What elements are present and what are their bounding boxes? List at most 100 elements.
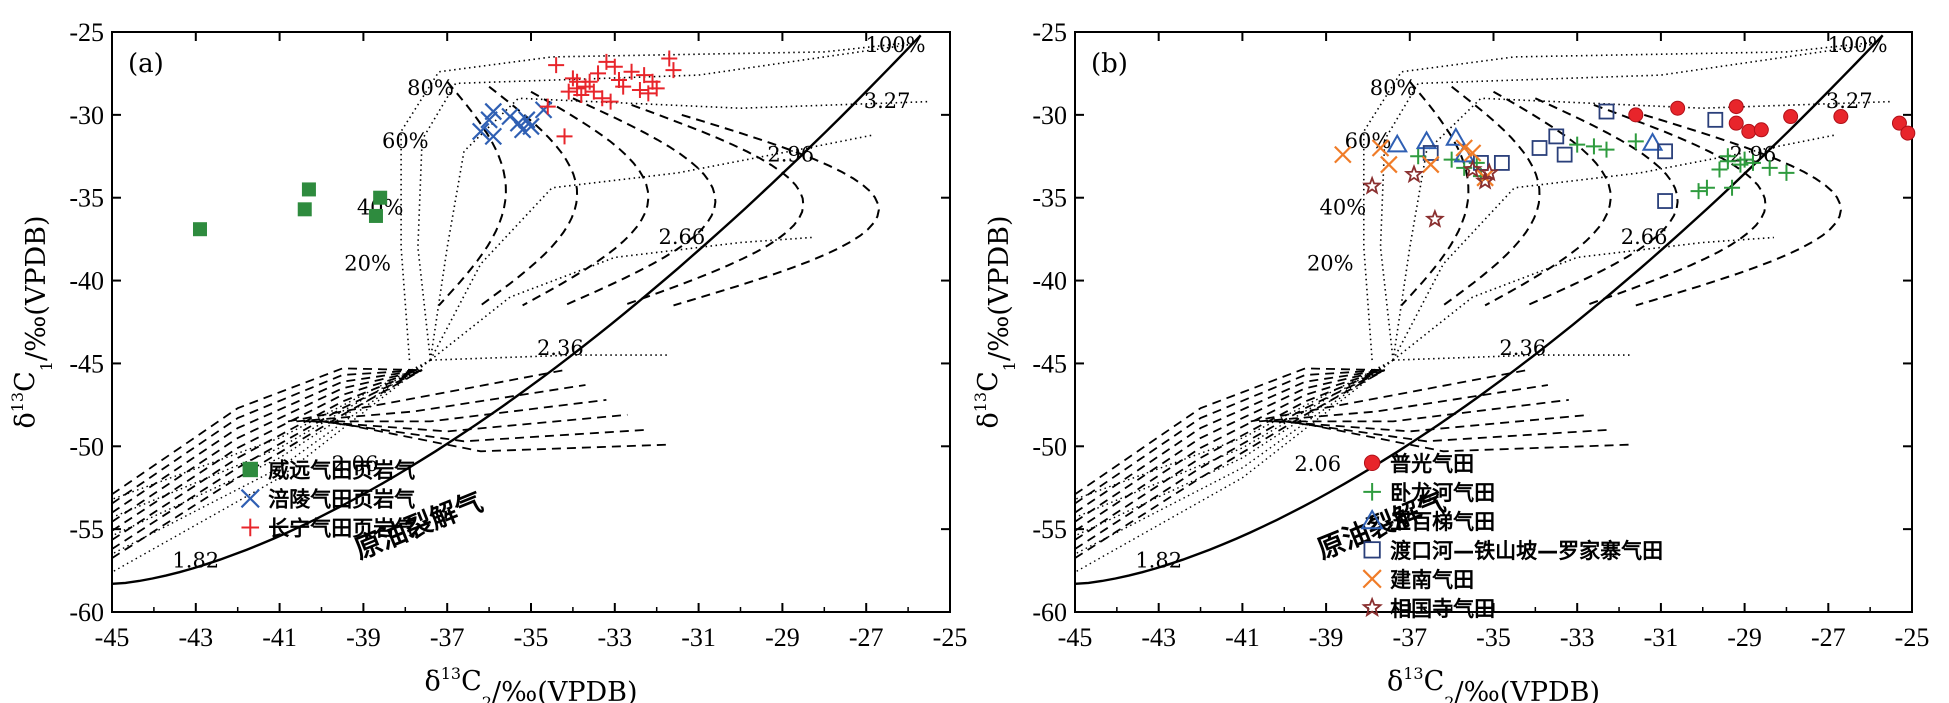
marker-plus <box>585 83 602 100</box>
y-tick-label: -40 <box>69 267 104 296</box>
maturity-curve <box>622 103 805 307</box>
curve-label: 2.66 <box>1621 225 1668 249</box>
legend-marker <box>1362 569 1382 589</box>
maturity-curve <box>287 369 565 423</box>
legend-marker <box>240 488 260 509</box>
curve-label: 2.36 <box>537 336 584 360</box>
x-tick-label: -39 <box>1309 623 1344 652</box>
maturity-curve <box>296 384 586 423</box>
marker-plus <box>648 80 665 97</box>
y-axis-label-part: 13 <box>971 392 990 412</box>
x-tick-label: -29 <box>765 623 800 652</box>
marker-plus <box>560 83 577 100</box>
marker-plus <box>556 128 573 145</box>
envelope-line <box>400 41 917 361</box>
marker-plus <box>548 57 565 74</box>
marker-opensquare <box>1493 155 1510 171</box>
x-axis-label-part: 2 <box>482 693 492 703</box>
marker-x <box>1371 139 1390 157</box>
legend-label: 五百梯气田 <box>1390 510 1495 534</box>
maturity-curve <box>329 420 670 453</box>
maturity-curve <box>522 90 650 307</box>
ratio-line <box>1074 359 1394 519</box>
maturity-curve <box>1074 369 1385 532</box>
maturity-curve <box>1284 420 1611 443</box>
maturity-curve <box>1400 81 1470 307</box>
y-tick-label: -30 <box>69 101 104 130</box>
y-tick-label: -45 <box>1032 349 1067 378</box>
series-triangle <box>1386 127 1664 163</box>
x-tick-label: -43 <box>1141 623 1176 652</box>
marker-square <box>297 202 312 217</box>
marker-star <box>1462 158 1483 179</box>
legend-marker <box>1360 508 1384 530</box>
marker-plus <box>1585 138 1602 155</box>
x-axis-label: δ13C2/‰(VPDB) <box>424 664 637 703</box>
x-tick-label: -41 <box>262 623 297 652</box>
x-tick-label: -39 <box>346 623 381 652</box>
marker-square <box>301 182 316 197</box>
marker-plus <box>615 78 632 95</box>
marker-x <box>1380 155 1398 174</box>
x-tick-label: -37 <box>1392 623 1427 652</box>
marker-plus <box>1627 133 1644 150</box>
maturity-curve <box>304 399 607 423</box>
maturity-curve <box>321 420 649 443</box>
maturity-curve <box>313 413 628 433</box>
legend-marker <box>241 518 260 537</box>
marker-opensquare <box>1556 146 1573 163</box>
legend-label: 渡口河—铁山坡—罗家寨气田 <box>1390 539 1663 563</box>
maturity-curve <box>1074 369 1385 523</box>
boundary-curve <box>1074 34 1884 585</box>
y-tick-label: -35 <box>69 184 104 213</box>
x-tick-label: -27 <box>849 623 884 652</box>
panel-label: (b) <box>1091 49 1128 79</box>
marker-x <box>1455 139 1473 157</box>
marker-plus <box>1719 153 1736 170</box>
marker-plus <box>665 62 682 79</box>
curve-label: 2.06 <box>1294 452 1341 476</box>
y-tick-label: -50 <box>69 432 104 461</box>
marker-plus <box>623 63 640 80</box>
y-tick-label: -55 <box>1032 515 1067 544</box>
curve-label: 100% <box>1828 33 1888 57</box>
marker-x <box>484 127 503 146</box>
data-markers <box>192 50 682 237</box>
ratio-line <box>1074 359 1394 555</box>
curve-label: 40% <box>1319 195 1366 219</box>
marker-plus <box>590 65 607 82</box>
marker-plus <box>1690 183 1707 200</box>
x-tick-label: -27 <box>1811 623 1846 652</box>
maturity-curve <box>1526 97 1679 307</box>
marker-star <box>1479 162 1500 182</box>
x-axis-label-part: C <box>461 666 482 697</box>
maturity-curve <box>111 369 423 532</box>
marker-plus <box>1778 164 1795 181</box>
ratio-line <box>429 133 875 361</box>
x-axis-label-part: /‰(VPDB) <box>492 677 638 703</box>
ratio-line <box>1074 359 1394 573</box>
maturity-curve <box>438 81 507 307</box>
marker-x <box>484 102 503 121</box>
curve-label: 2.36 <box>1499 336 1546 360</box>
marker-opensquare <box>1548 128 1565 145</box>
y-axis-label-part: 1 <box>37 361 56 371</box>
y-tick-label: -25 <box>69 18 104 47</box>
ratio-line <box>1379 42 1879 361</box>
ratio-line <box>1392 236 1774 361</box>
marker-triangle <box>1386 133 1408 153</box>
y-axis-label: δ13C1/‰(VPDB) <box>8 215 56 428</box>
y-tick-label: -55 <box>69 515 104 544</box>
maturity-curve <box>1074 369 1386 559</box>
marker-plus <box>569 73 586 90</box>
template-curves <box>1074 34 1892 585</box>
legend-label: 长宁气田页岩气 <box>268 516 415 540</box>
y-axis-label: δ13C1/‰(VPDB) <box>971 215 1019 428</box>
ratio-line <box>1392 133 1837 361</box>
legend-label: 相国寺气田 <box>1390 597 1495 621</box>
y-axis-label-part: C <box>973 371 1004 392</box>
x-tick-label: -29 <box>1727 623 1762 652</box>
maturity-curve <box>1250 369 1528 423</box>
x-tick-label: -43 <box>178 623 213 652</box>
envelope-line <box>1363 41 1879 361</box>
